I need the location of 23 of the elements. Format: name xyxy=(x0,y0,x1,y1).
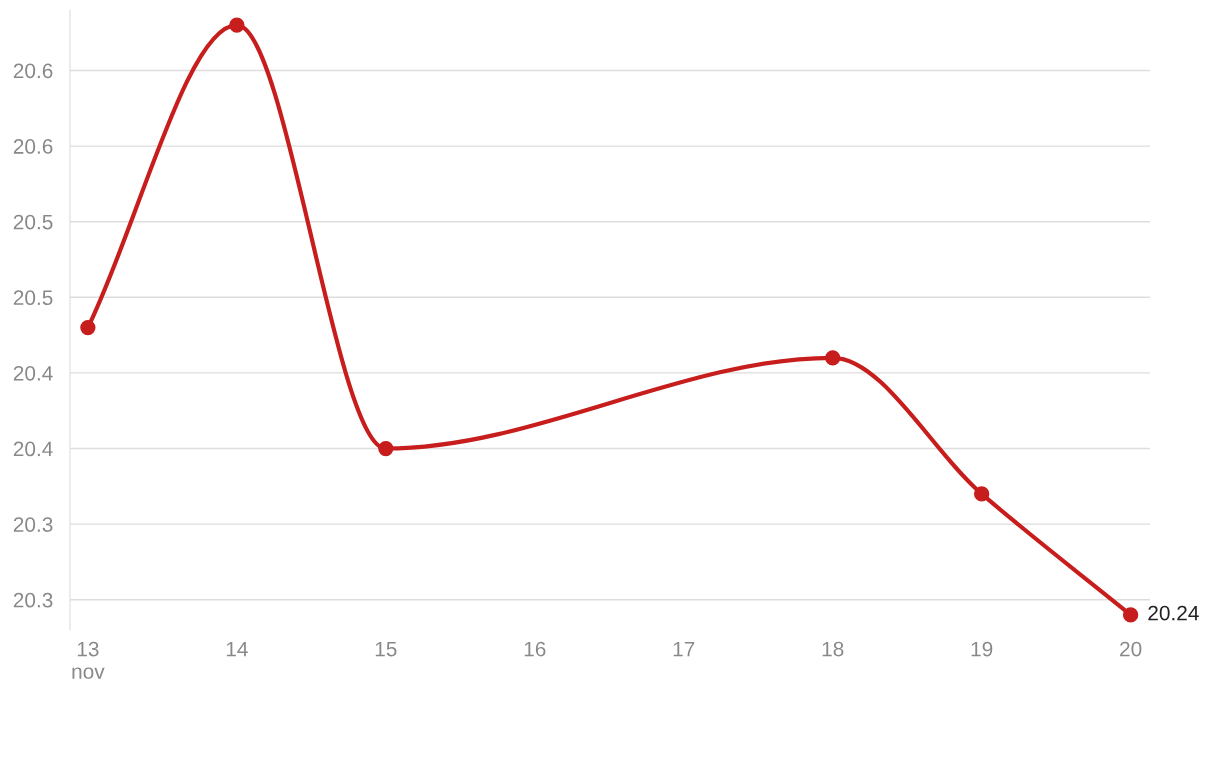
point xyxy=(974,486,990,502)
x-tick-label: 19 xyxy=(971,641,993,657)
y-tick-label: 20.3 xyxy=(13,517,53,532)
y-tick-label: 20.6 xyxy=(13,63,53,79)
y-tick-label: 20.3 xyxy=(13,592,53,608)
point xyxy=(378,440,394,457)
point xyxy=(80,319,96,336)
point xyxy=(229,17,245,33)
x-tick-label: 16 xyxy=(524,641,546,657)
x-tick-label: 15 xyxy=(375,641,397,657)
point xyxy=(825,350,841,366)
point xyxy=(1122,607,1139,623)
y-tick-label: 20.5 xyxy=(13,290,53,306)
x-tick-label: 18 xyxy=(822,641,844,657)
x-tick-label: 14 xyxy=(226,641,248,657)
y-tick-label: 20.5 xyxy=(13,214,53,230)
y-tick-label: 20.4 xyxy=(13,365,53,381)
x-tick-label: 20 xyxy=(1120,641,1142,657)
x-tick-label: 17 xyxy=(673,641,695,657)
x-tick-label: 13 nov xyxy=(72,641,105,679)
y-tick-label: 20.6 xyxy=(13,139,53,154)
data-label: 20.24 xyxy=(1148,605,1199,621)
y-tick-label: 20.4 xyxy=(13,441,53,457)
